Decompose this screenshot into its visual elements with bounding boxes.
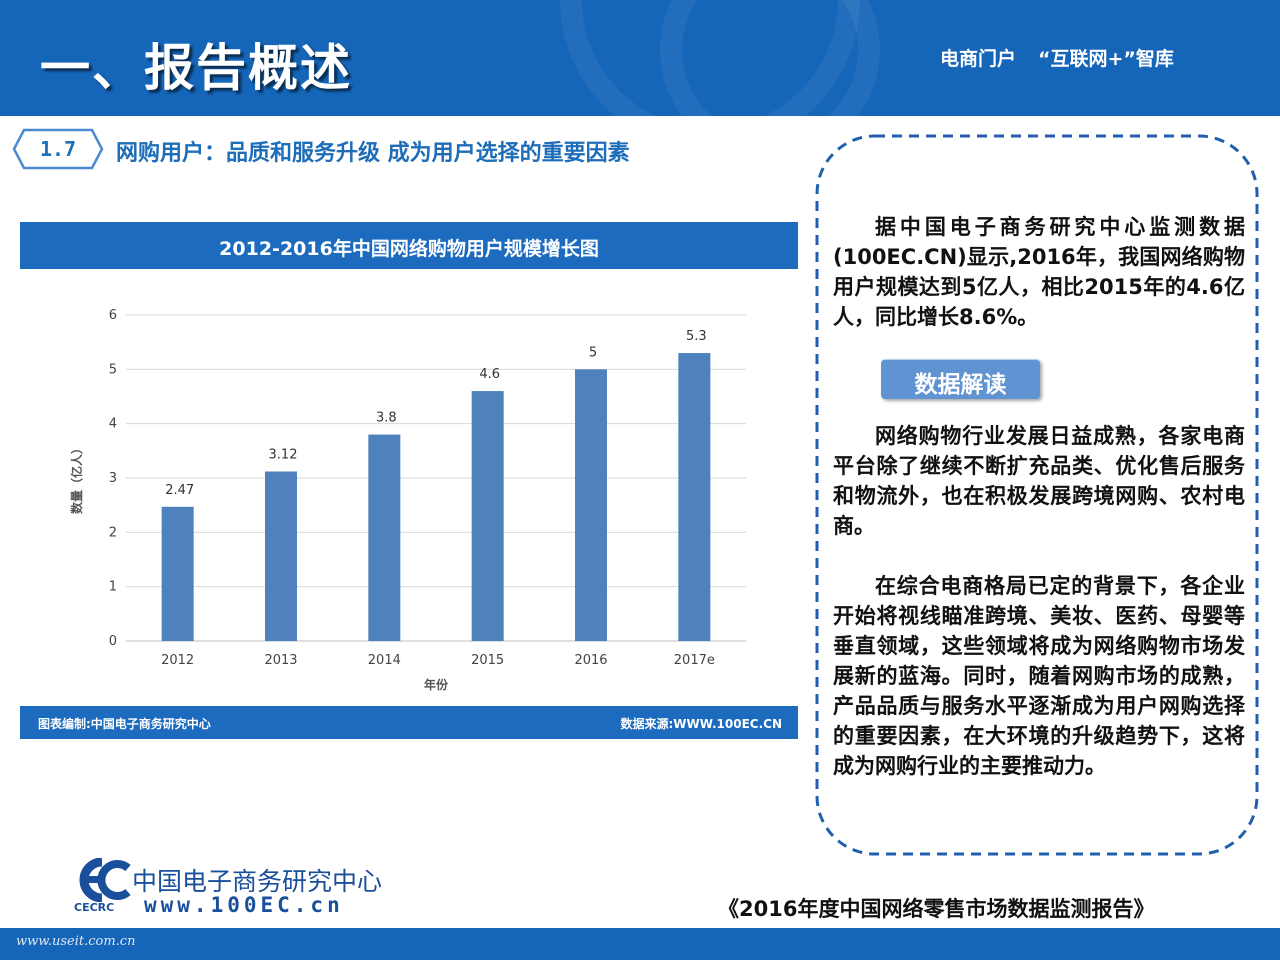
report-title: 《2016年度中国网络零售市场数据监测报告》 (718, 897, 1155, 921)
y-tick-label: 5 (109, 362, 117, 377)
y-tick-label: 1 (109, 580, 117, 595)
data-label: 4.6 (479, 367, 500, 382)
section-number: 1.7 (39, 137, 77, 161)
section-number-badge: 1.7 (12, 128, 104, 170)
y-tick-label: 4 (109, 417, 117, 432)
data-label: 2.47 (165, 483, 194, 498)
analysis-panel: 据中国电子商务研究中心监测数据(100EC.CN)显示,2016年，我国网络购物… (814, 133, 1260, 857)
bottom-banner: www.useit.com.cn (0, 928, 1280, 960)
chart-credit: 图表编制:中国电子商务研究中心 (38, 717, 211, 731)
y-axis-title: 数量（亿人） (69, 442, 84, 514)
data-interpretation-badge: 数据解读 (881, 359, 1040, 399)
y-tick-label: 0 (109, 634, 117, 649)
x-axis-title: 年份 (424, 677, 449, 692)
bar-chart: 0 1 2 3 4 5 6 2.47 2012 3.12 2013 3.8 2014 4.6 2015 5 20… (20, 269, 798, 706)
bar (471, 391, 504, 641)
watermark-text: www.useit.com.cn (16, 934, 136, 949)
interpretation-paragraph-1: 网络购物行业发展日益成熟，各家电商平台除了继续不断扩充品类、优化售后服务和物流外… (833, 424, 1245, 538)
bar (575, 369, 607, 641)
y-tick-label: 6 (109, 308, 117, 323)
x-tick-label: 2013 (264, 653, 297, 668)
bar-chart-svg: 0 1 2 3 4 5 6 2.47 2012 3.12 2013 3.8 2014 4.6 2015 5 20… (69, 308, 746, 692)
data-label: 5.3 (686, 329, 707, 344)
header-tagline: 电商门户 “互联网+”智库 (940, 44, 1174, 71)
cecrc-logo-icon (79, 858, 131, 902)
x-tick-label: 2014 (368, 653, 401, 668)
x-tick-label: 2015 (471, 653, 504, 668)
y-tick-label: 3 (109, 471, 117, 486)
data-label: 3.12 (269, 447, 298, 462)
logo-abbreviation: CECRC (74, 901, 115, 914)
bar (368, 434, 401, 641)
bar (678, 353, 711, 641)
chart-header-band: 2012-2016年中国网络购物用户规模增长图 (20, 222, 798, 269)
summary-paragraph: 据中国电子商务研究中心监测数据(100EC.CN)显示,2016年，我国网络购物… (833, 215, 1245, 329)
data-interpretation-label: 数据解读 (914, 372, 1007, 398)
logo-chinese-name: 中国电子商务研究中心 (132, 867, 383, 896)
bar (161, 506, 194, 641)
interpretation-paragraph-2: 在综合电商格局已定的背景下，各企业开始将视线瞄准跨境、美妆、医药、母婴等垂直领域… (833, 574, 1245, 778)
data-label: 5 (589, 345, 597, 360)
x-tick-label: 2012 (161, 653, 194, 668)
tagline-thinktank: “互联网+”智库 (1038, 48, 1174, 70)
cecrc-logo: 中国电子商务研究中心 CECRC www.100EC.cn (72, 858, 382, 918)
x-tick-label: 2017e (674, 653, 715, 668)
x-tick-label: 2016 (574, 653, 607, 668)
bar (265, 471, 297, 641)
banner-swirl-decoration (660, 0, 880, 116)
chart-title: 2012-2016年中国网络购物用户规模增长图 (219, 238, 599, 260)
chart-source: 数据来源:WWW.100EC.CN (620, 717, 782, 731)
top-banner: 一、报告概述 电商门户 “互联网+”智库 (0, 0, 1280, 116)
y-tick-label: 2 (109, 525, 117, 540)
chart-footer-band: 图表编制:中国电子商务研究中心 数据来源:WWW.100EC.CN (20, 706, 798, 739)
logo-website: www.100EC.cn (144, 893, 344, 917)
dashed-panel-border (815, 134, 1259, 856)
section-heading: 网购用户：品质和服务升级 成为用户选择的重要因素 (116, 141, 630, 166)
page-title: 一、报告概述 (40, 39, 352, 97)
data-label: 3.8 (376, 411, 397, 426)
tagline-portal: 电商门户 (940, 48, 1017, 70)
